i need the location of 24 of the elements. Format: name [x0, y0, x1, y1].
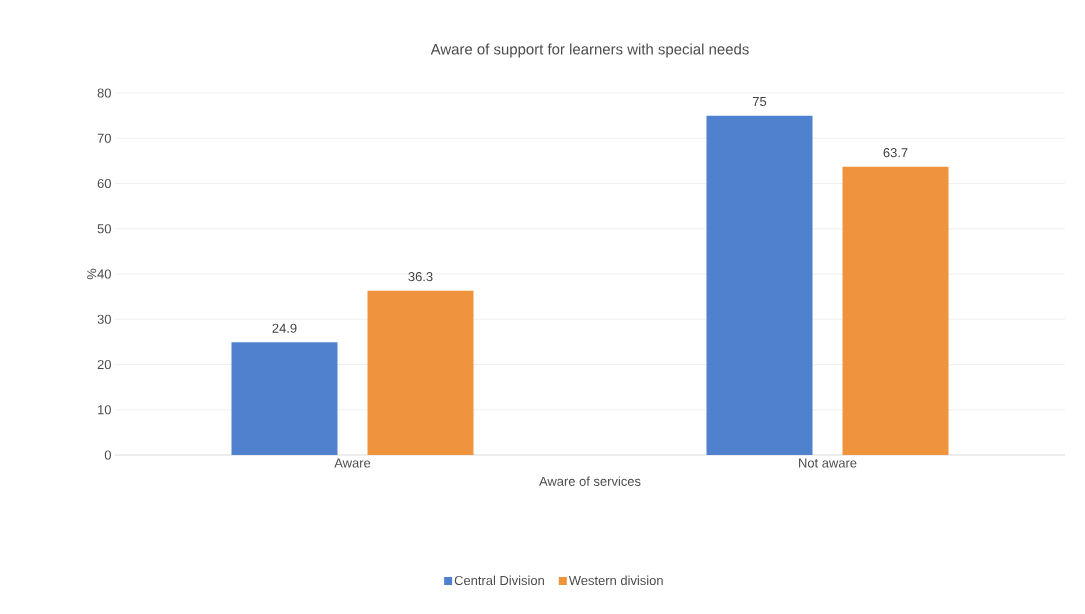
- bar: [706, 115, 813, 455]
- data-label: 36.3: [408, 272, 433, 282]
- data-label: 75: [752, 97, 767, 107]
- bar: [367, 290, 474, 455]
- bar: [842, 166, 949, 455]
- y-tick-label: 60: [97, 178, 111, 189]
- y-tick-label: 70: [97, 133, 111, 143]
- data-label: 24.9: [272, 323, 297, 333]
- x-tick-label: Aware: [334, 458, 371, 468]
- y-tick-label: 10: [98, 405, 111, 415]
- y-tick-label: 20: [97, 359, 111, 370]
- y-tick-label: 80: [97, 88, 111, 98]
- chart-title: Aware of support for learners with special needs: [430, 43, 749, 58]
- legend-label: Western division: [568, 575, 663, 586]
- y-tick-label: 30: [97, 314, 111, 324]
- legend-label: Central Division: [454, 575, 544, 586]
- x-axis-title: Aware of services: [539, 476, 641, 486]
- y-tick-label: 50: [97, 224, 111, 234]
- y-tick-label: 0: [104, 450, 111, 460]
- y-tick-label: 40: [97, 269, 111, 279]
- bar: [231, 342, 338, 455]
- y-axis-title: %: [87, 268, 97, 280]
- x-tick-label: Not aware: [799, 458, 857, 468]
- data-label: 63.7: [883, 148, 908, 158]
